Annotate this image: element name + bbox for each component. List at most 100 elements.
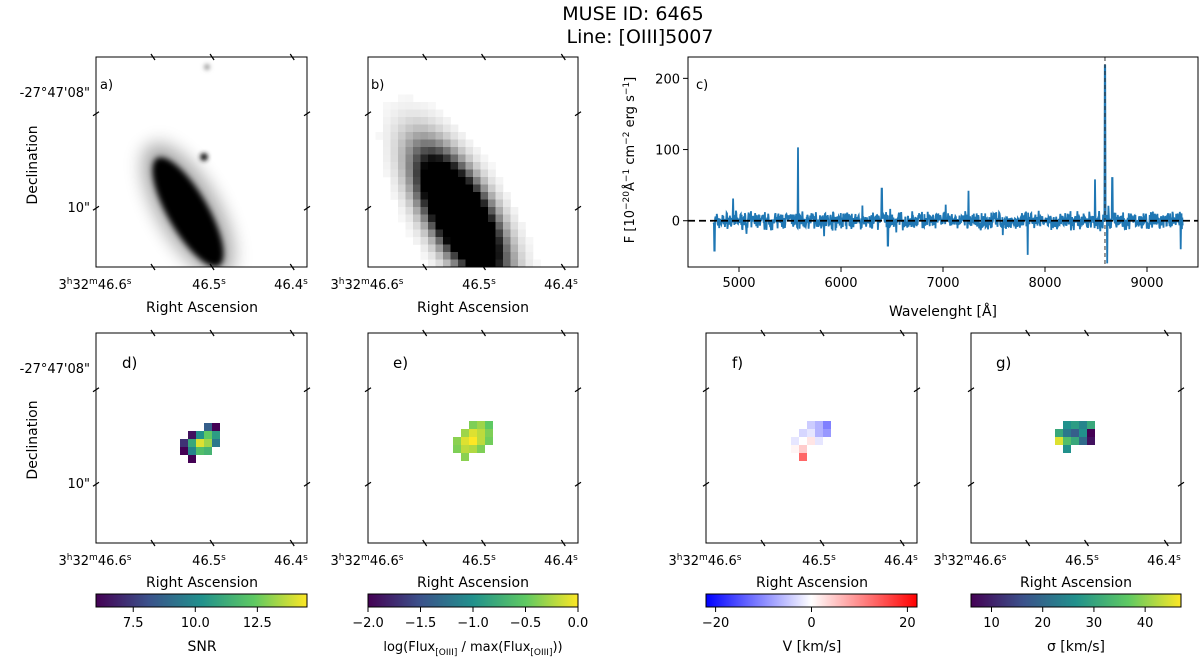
panel-b-pixel xyxy=(405,214,414,223)
x-tick-label: 8000 xyxy=(1028,276,1061,291)
panel-b-pixel xyxy=(420,214,429,223)
map-pixel xyxy=(1079,429,1087,437)
panel-b-pixel xyxy=(450,147,459,155)
panel-e-colorbar xyxy=(367,593,579,608)
panel-b-pixel xyxy=(510,259,519,267)
panel-b-pixel xyxy=(450,132,459,140)
panel-b-pixel xyxy=(435,214,444,223)
panel-b: b) 3h32m46.6s 46.5s 46.4s Right Ascensio… xyxy=(331,56,579,316)
y-tick-label: 100 xyxy=(655,144,680,159)
panel-b-pixel xyxy=(473,252,481,260)
panel-b-pixel xyxy=(488,222,496,230)
panel-b-pixel xyxy=(383,147,391,155)
panel-b-pixel xyxy=(495,244,504,253)
panel-b-pixel xyxy=(458,192,466,200)
wcs-tick xyxy=(364,111,372,117)
panel-b-pixel xyxy=(383,109,391,118)
map-pixel xyxy=(188,447,196,455)
panel-b-pixel xyxy=(488,199,496,208)
map-pixel xyxy=(196,447,204,455)
map-pixel xyxy=(196,439,204,447)
panel-b-pixel xyxy=(420,147,429,155)
panel-b-pixel xyxy=(428,117,436,125)
panel-b-pixel xyxy=(450,244,459,253)
panel-b-pixel xyxy=(420,102,429,110)
panel-b-pixel xyxy=(420,139,429,148)
map-pixel xyxy=(1055,429,1063,437)
panel-b-pixel xyxy=(503,259,511,267)
wcs-tick xyxy=(481,53,486,61)
panel-g: g) 3h32m46.6s 46.5s 46.4s Right Ascensio… xyxy=(934,332,1182,655)
wcs-tick xyxy=(560,329,566,337)
panel-b-pixel xyxy=(473,259,481,267)
panel-f-xtick-1: 3h32m46.6s xyxy=(669,553,742,569)
wcs-tick xyxy=(560,539,566,547)
wcs-tick xyxy=(422,53,428,61)
panel-b-pixel xyxy=(413,102,421,110)
panel-b-pixel xyxy=(413,199,421,208)
panel-b-pixel xyxy=(405,147,414,155)
panel-b-pixel xyxy=(458,199,466,208)
panel-b-pixel xyxy=(435,252,444,260)
panel-b-pixel xyxy=(398,169,406,178)
panel-b-pixel xyxy=(428,124,436,133)
panel-b-pixel xyxy=(405,222,414,230)
map-pixel xyxy=(791,445,799,453)
panel-b-pixel xyxy=(383,102,391,110)
panel-b-pixel xyxy=(495,199,504,208)
panel-b-pixel xyxy=(420,244,429,253)
map-pixel xyxy=(461,429,469,437)
panel-e-colorbar-ticks: −2.0 −1.5 −1.0 −0.5 0.0 xyxy=(352,607,588,631)
panel-b-pixel xyxy=(480,192,489,200)
panel-c-label: c) xyxy=(696,78,708,93)
panel-b-pixel xyxy=(398,147,406,155)
panel-a-xtick-2: 46.5s xyxy=(192,277,226,293)
panel-b-pixel xyxy=(450,207,459,215)
panel-b-pixel xyxy=(473,147,481,155)
panel-d-xlabel: Right Ascension xyxy=(146,575,258,591)
panel-b-pixel xyxy=(420,237,429,245)
wcs-tick xyxy=(1084,539,1089,547)
colorbar-tick-label: −1.5 xyxy=(405,616,437,631)
map-pixel xyxy=(807,437,815,445)
panel-b-pixel xyxy=(428,154,436,163)
panel-g-image xyxy=(1055,421,1095,453)
wcs-tick xyxy=(289,263,295,271)
wcs-tick xyxy=(150,539,156,547)
panel-b-pixel xyxy=(390,184,399,193)
panel-g-xtick-3: 46.4s xyxy=(1147,553,1181,569)
panel-b-xlabel: Right Ascension xyxy=(417,300,529,316)
panel-b-pixel xyxy=(405,169,414,178)
panel-b-pixel xyxy=(450,139,459,148)
wcs-tick xyxy=(422,539,428,547)
wcs-tick xyxy=(422,329,428,337)
panel-b-pixel xyxy=(480,229,489,238)
panel-b-pixel xyxy=(488,229,496,238)
panel-d-xtick-2: 46.5s xyxy=(192,553,226,569)
panel-g-label: g) xyxy=(996,354,1011,372)
panel-b-pixel xyxy=(435,192,444,200)
wcs-tick xyxy=(560,53,566,61)
panel-b-pixel xyxy=(473,244,481,253)
panel-b-pixel xyxy=(405,109,414,118)
panel-g-colorbar-label: σ [km/s] xyxy=(1047,639,1105,655)
panel-b-pixel xyxy=(435,124,444,133)
wcs-tick xyxy=(209,53,215,61)
panel-b-pixel xyxy=(480,214,489,223)
panel-b-pixel xyxy=(480,184,489,193)
panel-b-pixel xyxy=(428,259,436,267)
panel-b-pixel xyxy=(510,252,519,260)
panel-f-xtick-2: 46.5s xyxy=(802,553,836,569)
map-pixel xyxy=(453,445,461,453)
panel-b-pixel xyxy=(390,139,399,148)
wcs-tick xyxy=(1177,481,1185,487)
panel-b-pixel xyxy=(525,244,534,253)
map-pixel xyxy=(815,421,823,429)
colorbar-tick-label: 10.0 xyxy=(181,616,210,631)
panel-b-pixel xyxy=(510,207,519,215)
panel-b-pixel xyxy=(428,162,436,170)
panel-b-pixel xyxy=(435,207,444,215)
panel-b-pixel xyxy=(413,169,421,178)
panel-b-pixel xyxy=(390,154,399,163)
wcs-tick xyxy=(819,329,825,337)
